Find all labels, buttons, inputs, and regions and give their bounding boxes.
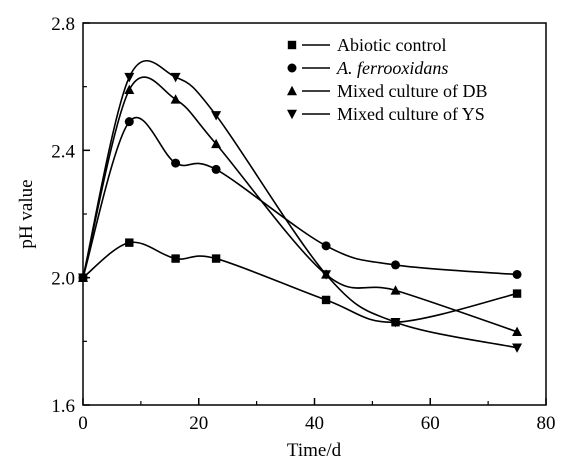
data-point <box>211 164 221 174</box>
data-point <box>391 260 401 270</box>
data-point <box>170 94 181 104</box>
data-point <box>390 285 401 295</box>
series-line <box>82 117 518 278</box>
x-tick-label: 80 <box>537 413 556 434</box>
legend-marker <box>287 40 297 50</box>
legend-marker <box>287 63 297 73</box>
data-point <box>512 343 523 353</box>
data-point <box>170 72 181 83</box>
y-axis: 1.6 2.0 2.4 2.8 <box>51 14 90 417</box>
legend-item: Mixed culture of DB <box>287 81 487 101</box>
y-tick-label: 2.0 <box>51 269 75 290</box>
data-point <box>512 326 523 336</box>
data-point <box>171 158 181 168</box>
data-point <box>512 289 522 298</box>
data-point <box>124 72 135 83</box>
y-tick-label: 2.4 <box>51 141 75 162</box>
legend-item: Abiotic control <box>287 35 446 55</box>
x-tick-label: 20 <box>189 413 208 434</box>
data-point <box>124 117 134 127</box>
data-point <box>390 318 401 328</box>
series-square <box>78 238 522 327</box>
y-tick-label: 2.8 <box>51 14 75 35</box>
x-tick-label: 60 <box>421 413 440 434</box>
legend-label: Abiotic control <box>337 35 446 55</box>
data-point <box>321 295 331 305</box>
legend: Abiotic control A. ferrooxidans Mixed cult… <box>287 35 487 124</box>
x-axis: 0 20 40 60 80 <box>78 398 556 434</box>
y-axis-label: pH value <box>16 179 37 248</box>
legend-item: A. ferrooxidans <box>287 58 448 78</box>
data-point <box>321 270 332 280</box>
legend-label: Mixed culture of YS <box>337 104 485 124</box>
legend-label: Mixed culture of DB <box>337 81 487 101</box>
data-point <box>211 111 222 121</box>
y-tick-label: 1.6 <box>51 396 75 417</box>
series-triangle-down <box>78 60 523 353</box>
x-tick-label: 0 <box>78 413 88 434</box>
data-point <box>321 241 331 251</box>
series-layer <box>78 60 523 353</box>
data-point <box>512 269 522 279</box>
legend-marker <box>287 109 297 120</box>
data-point <box>78 273 88 283</box>
data-point <box>171 254 180 263</box>
data-point <box>211 138 222 149</box>
data-point <box>211 254 221 263</box>
x-tick-label: 40 <box>305 413 324 434</box>
legend-label: A. ferrooxidans <box>336 58 448 78</box>
data-point <box>124 84 135 95</box>
series-circle <box>78 117 522 283</box>
series-line <box>82 241 518 324</box>
legend-marker <box>287 85 297 96</box>
legend-item: Mixed culture of YS <box>287 104 485 124</box>
x-axis-label: Time/d <box>287 440 342 461</box>
data-point <box>125 238 134 247</box>
